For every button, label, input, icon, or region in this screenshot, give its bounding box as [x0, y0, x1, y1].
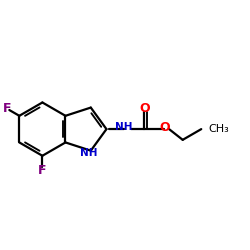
Text: O: O — [139, 102, 150, 114]
Text: NH: NH — [80, 148, 97, 158]
Text: NH: NH — [115, 122, 132, 132]
Text: O: O — [159, 121, 170, 134]
Text: CH₃: CH₃ — [209, 124, 230, 134]
Text: F: F — [38, 164, 47, 177]
Text: F: F — [2, 102, 11, 115]
